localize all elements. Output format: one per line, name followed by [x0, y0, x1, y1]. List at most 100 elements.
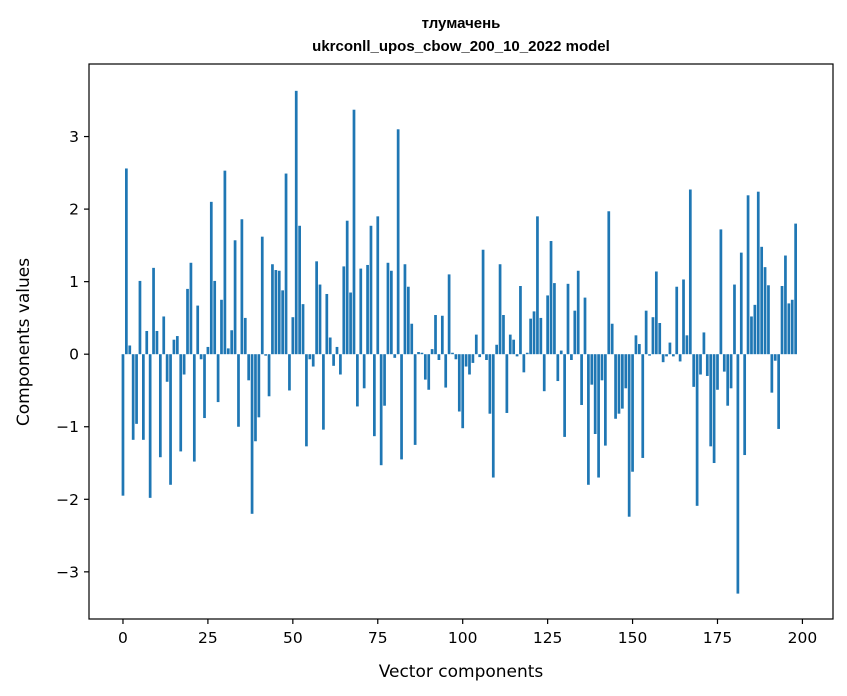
x-tick-label: 100 [448, 629, 478, 647]
bar-21 [192, 354, 196, 462]
bar-183 [743, 354, 747, 456]
bar-143 [607, 211, 611, 355]
bar-114 [508, 334, 512, 355]
bar-180 [733, 284, 736, 355]
bar-82 [400, 354, 403, 460]
bar-26 [209, 201, 213, 355]
bar-147 [621, 354, 624, 409]
bar-32 [230, 330, 234, 355]
bar-148 [624, 354, 628, 389]
bar-105 [478, 354, 482, 358]
bar-165 [682, 279, 685, 355]
bar-0 [121, 354, 125, 496]
bar-50 [291, 317, 295, 355]
bar-142 [604, 354, 607, 446]
bar-103 [471, 354, 475, 363]
bar-28 [216, 354, 220, 403]
bar-149 [627, 354, 631, 517]
bar-112 [502, 315, 505, 355]
bar-90 [427, 354, 431, 390]
bar-61 [328, 337, 332, 355]
y-axis-label: Components values [14, 258, 34, 426]
x-tick-label: 150 [618, 629, 648, 647]
bar-194 [780, 286, 784, 355]
bar-33 [233, 240, 237, 355]
bar-122 [536, 216, 539, 355]
bar-78 [386, 262, 390, 355]
x-tick-label: 25 [198, 629, 218, 647]
bar-83 [403, 264, 407, 355]
bar-65 [342, 266, 346, 355]
bar-187 [756, 191, 760, 355]
bar-189 [763, 267, 767, 355]
bar-157 [654, 271, 658, 355]
bar-104 [474, 334, 478, 355]
bar-77 [383, 354, 386, 406]
bar-139 [593, 354, 597, 434]
bar-102 [468, 354, 471, 375]
y-tick-label: 3 [69, 128, 79, 146]
bar-124 [542, 354, 546, 392]
chart-title-line1: тлумачень [422, 15, 501, 32]
x-axis-label: Vector components [379, 662, 544, 682]
bar-113 [505, 354, 509, 413]
bar-57 [315, 261, 318, 355]
bar-23 [199, 354, 203, 360]
bar-44 [271, 264, 274, 355]
bar-107 [485, 354, 488, 360]
bar-80 [393, 354, 397, 358]
bar-95 [444, 354, 448, 388]
bar-172 [705, 354, 709, 376]
bar-158 [658, 323, 662, 355]
x-tick-label: 200 [788, 629, 818, 647]
bar-29 [220, 299, 223, 355]
bar-108 [488, 354, 492, 414]
x-tick-label: 0 [118, 629, 128, 647]
bar-162 [671, 354, 675, 357]
bar-186 [753, 304, 757, 355]
bar-140 [597, 354, 600, 478]
bar-135 [580, 354, 583, 405]
bar-151 [634, 335, 638, 355]
bar-60 [325, 293, 329, 355]
bar-150 [631, 354, 634, 472]
bar-20 [189, 262, 193, 355]
bar-79 [390, 270, 393, 355]
bar-198 [794, 223, 797, 355]
bar-63 [335, 346, 339, 355]
bar-118 [522, 354, 526, 373]
y-tick-label: −1 [56, 418, 79, 436]
bar-27 [213, 280, 217, 355]
plot-frame [88, 63, 834, 620]
bar-130 [563, 354, 566, 437]
bar-40 [257, 354, 261, 418]
bar-120 [529, 318, 532, 355]
bar-11 [158, 354, 162, 458]
bar-4 [135, 354, 138, 424]
bar-193 [777, 354, 780, 429]
bar-136 [583, 297, 587, 355]
bar-138 [590, 354, 594, 385]
bar-52 [298, 225, 301, 355]
bar-53 [301, 304, 305, 355]
bar-56 [311, 354, 315, 367]
bar-66 [345, 220, 349, 355]
bar-125 [546, 295, 549, 355]
bar-34 [237, 354, 240, 427]
bar-98 [454, 354, 458, 360]
bar-164 [678, 354, 682, 362]
y-tick-label: −3 [56, 563, 79, 581]
bar-185 [750, 316, 753, 355]
bar-144 [610, 323, 614, 355]
bar-25 [206, 346, 210, 355]
bar-89 [423, 354, 427, 380]
bar-181 [736, 354, 740, 594]
bar-197 [790, 299, 794, 355]
bar-71 [362, 354, 366, 389]
bar-68 [352, 109, 356, 355]
bar-55 [308, 354, 312, 360]
bar-101 [464, 354, 468, 367]
bar-12 [162, 316, 166, 355]
bar-163 [675, 286, 679, 355]
